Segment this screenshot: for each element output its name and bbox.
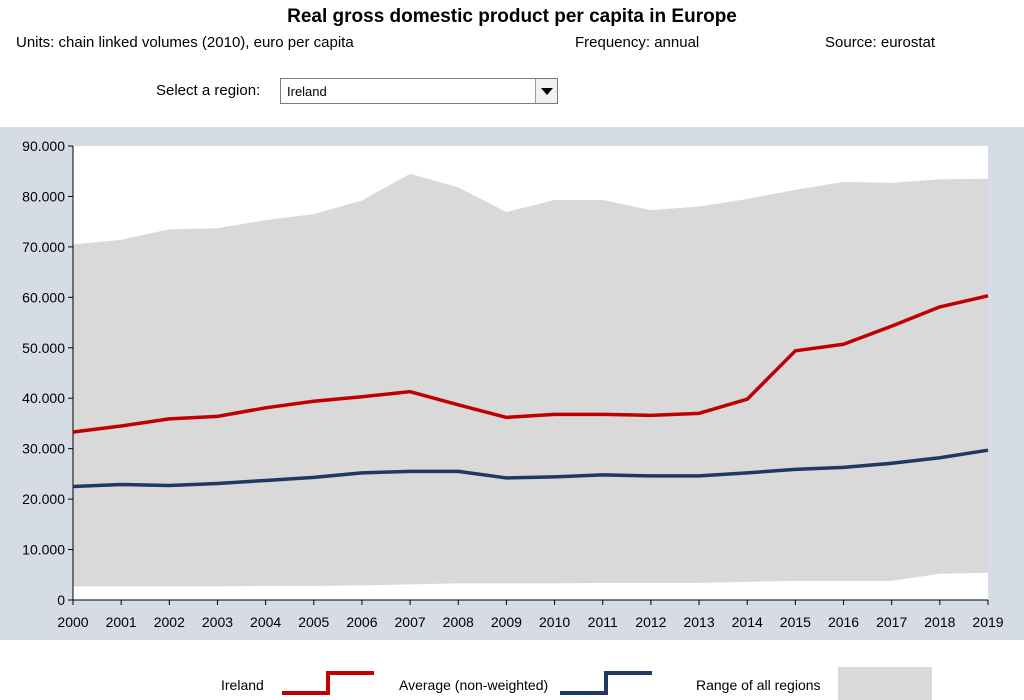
y-tick-label: 50.000 xyxy=(22,340,65,356)
x-tick-label: 2001 xyxy=(106,614,137,630)
x-tick-label: 2004 xyxy=(250,614,281,630)
chevron-down-icon xyxy=(540,87,553,95)
x-tick-label: 2008 xyxy=(443,614,474,630)
x-tick-label: 2012 xyxy=(635,614,666,630)
x-tick-label: 2003 xyxy=(202,614,233,630)
dropdown-button[interactable] xyxy=(535,79,557,103)
x-tick-label: 2019 xyxy=(972,614,1003,630)
x-tick-label: 2011 xyxy=(588,614,618,630)
x-tick-label: 2018 xyxy=(924,614,955,630)
legend-ireland-label: Ireland xyxy=(221,677,264,693)
x-tick-label: 2017 xyxy=(876,614,907,630)
y-tick-label: 30.000 xyxy=(22,441,65,457)
y-tick-label: 20.000 xyxy=(22,491,65,507)
legend-average-swatch xyxy=(560,671,652,695)
source-label: Source: eurostat xyxy=(825,34,936,51)
x-tick-label: 2005 xyxy=(298,614,329,630)
x-tick-label: 2002 xyxy=(154,614,185,630)
chart-title: Real gross domestic product per capita i… xyxy=(287,6,737,27)
region-selector-label: Select a region: xyxy=(156,82,261,99)
x-tick-label: 2014 xyxy=(732,614,763,630)
x-tick-label: 2000 xyxy=(57,614,88,630)
x-tick-label: 2013 xyxy=(683,614,714,630)
y-tick-label: 60.000 xyxy=(22,289,65,305)
x-tick-label: 2007 xyxy=(395,614,426,630)
ireland-series-line xyxy=(72,294,989,434)
region-select-value: Ireland xyxy=(287,84,327,99)
average-series-line xyxy=(72,448,989,489)
legend-average-label: Average (non-weighted) xyxy=(399,677,549,693)
x-tick-label: 2016 xyxy=(828,614,859,630)
x-tick-label: 2010 xyxy=(539,614,570,630)
x-tick-label: 2009 xyxy=(491,614,522,630)
y-tick-label: 10.000 xyxy=(22,542,65,558)
units-label: Units: chain linked volumes (2010), euro… xyxy=(16,34,354,51)
legend-average-line xyxy=(560,671,652,695)
y-tick-label: 80.000 xyxy=(22,188,65,204)
y-tick-label: 0 xyxy=(57,592,65,608)
legend-range-label: Range of all regions xyxy=(696,677,821,693)
x-tick-label: 2006 xyxy=(346,614,377,630)
y-tick-label: 40.000 xyxy=(22,390,65,406)
x-tick-label: 2015 xyxy=(780,614,811,630)
y-tick-label: 90.000 xyxy=(22,138,65,154)
legend-ireland-swatch xyxy=(282,671,374,695)
y-tick-label: 70.000 xyxy=(22,239,65,255)
legend-ireland-line xyxy=(282,671,374,695)
frequency-label: Frequency: annual xyxy=(575,34,700,51)
legend-range-swatch xyxy=(838,667,932,700)
region-select[interactable]: Ireland xyxy=(280,78,558,104)
range-band xyxy=(73,173,988,587)
line-chart: 0 10.000 20.000 30.000 40.000 50.000 60.000 70.… xyxy=(22,138,1004,630)
